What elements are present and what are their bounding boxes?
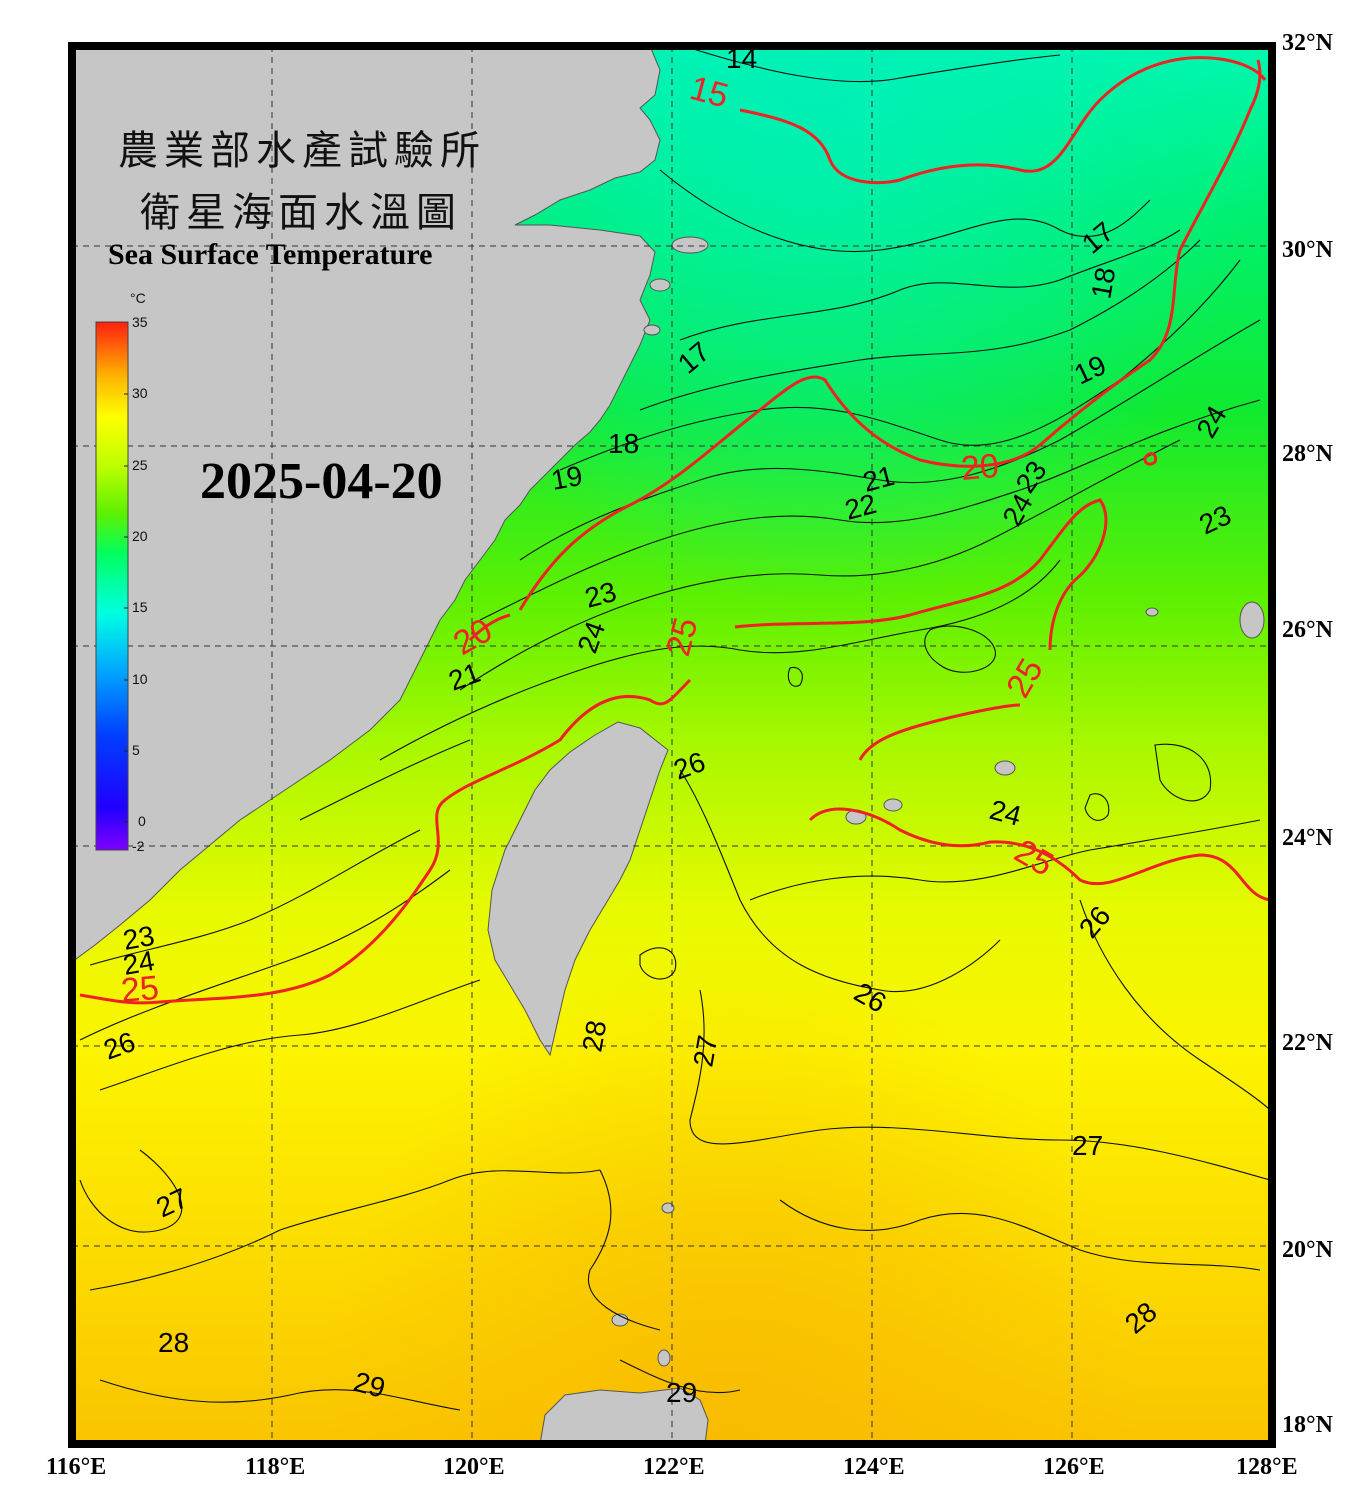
lon-label: 128°E (1236, 1454, 1298, 1480)
colorbar-unit: °C (130, 290, 146, 306)
contour-label: 28 (158, 1327, 189, 1358)
map-title-chinese: 衛星海面水溫圖 (140, 190, 462, 236)
colorbar-tick-label: 35 (132, 314, 148, 330)
lat-label: 30°N (1282, 237, 1333, 263)
map-title-english: Sea Surface Temperature (108, 238, 433, 271)
lon-label: 124°E (843, 1454, 905, 1480)
lat-label: 18°N (1282, 1412, 1333, 1438)
colorbar-tick-label: 20 (132, 528, 148, 544)
contour-label: 19 (549, 460, 585, 496)
lon-label: 122°E (643, 1454, 705, 1480)
colorbar-tick-label: 15 (132, 599, 148, 615)
contour-label: 18 (608, 428, 639, 459)
isotherm-15 (739, 56, 1267, 185)
lon-label: 126°E (1043, 1454, 1105, 1480)
lon-label: 118°E (245, 1454, 306, 1480)
contour-label: 28 (576, 1018, 612, 1054)
lat-label: 28°N (1282, 441, 1333, 467)
agency-title: 農業部水產試驗所 (118, 128, 486, 174)
colorbar-tick-label: -2 (132, 838, 145, 854)
colorbar-tick-label: 5 (132, 742, 140, 758)
contour-label: 29 (666, 1377, 697, 1408)
isotherm-lines (79, 47, 1271, 1411)
contour-label: 23 (121, 920, 157, 956)
contour-label: 18 (1085, 265, 1121, 301)
lat-label: 32°N (1282, 30, 1333, 56)
contour-label-red: 25 (119, 969, 160, 1010)
contour-label: 14 (726, 43, 757, 74)
taiwan (487, 721, 669, 1057)
lon-label: 120°E (443, 1454, 505, 1480)
lat-label: 24°N (1282, 825, 1333, 851)
isotherm-20 (518, 59, 1262, 611)
colorbar-ticks (124, 393, 128, 823)
contour-label: 27 (687, 1033, 723, 1069)
isotherm-25-central (734, 498, 1108, 651)
map-date: 2025-04-20 (200, 453, 443, 510)
lon-label: 116°E (46, 1454, 107, 1480)
lat-label: 26°N (1282, 617, 1333, 643)
graticule (72, 46, 1272, 1444)
colorbar-tick-label: 0 (138, 813, 146, 829)
lat-label: 22°N (1282, 1030, 1333, 1056)
contour-label-red: 20 (959, 447, 1000, 488)
isotherm-20-west (468, 613, 511, 642)
contour-label: 24 (121, 945, 157, 981)
isotherm-25-east (808, 807, 1271, 902)
contour-label: 27 (1072, 1130, 1103, 1161)
map-frame (68, 42, 1276, 1448)
mainland-china (72, 46, 661, 963)
colorbar-tick-label: 30 (132, 385, 148, 401)
colorbar-tick-label: 25 (132, 457, 148, 473)
colorbar (95, 321, 129, 851)
isotherm-25-loop (858, 703, 1021, 761)
lat-label: 20°N (1282, 1237, 1333, 1263)
luzon (539, 1387, 709, 1444)
colorbar-tick-label: 10 (132, 671, 148, 687)
isotherm-25-west (79, 678, 692, 1005)
major-isotherms (79, 56, 1271, 1005)
